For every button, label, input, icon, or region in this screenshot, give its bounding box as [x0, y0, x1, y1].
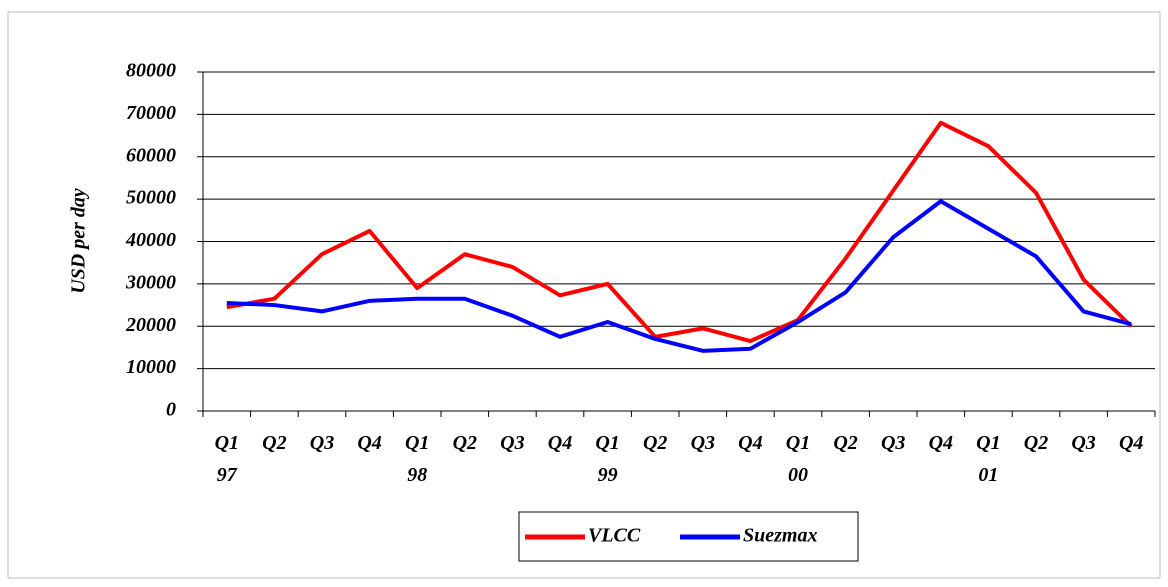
legend-label: VLCC [588, 525, 641, 547]
x-tick-label: Q3 [310, 432, 334, 454]
x-tick-label: Q4 [929, 432, 953, 454]
x-tick-label: Q4 [548, 432, 572, 454]
x-tick-label: Q2 [262, 432, 286, 454]
y-axis-label: USD per day [68, 188, 90, 294]
y-tick-label: 30000 [125, 271, 176, 293]
y-tick-label: 60000 [126, 144, 176, 166]
x-tick-label: Q1 99 [595, 432, 619, 486]
y-tick-label: 10000 [126, 356, 176, 378]
y-tick-label: 50000 [126, 187, 176, 209]
x-tick-label: Q3 [1071, 432, 1095, 454]
x-tick-label: Q3 [881, 432, 905, 454]
x-tick-label: Q2 [643, 432, 667, 454]
x-tick-label: Q1 00 [786, 432, 810, 486]
x-tick-label: Q4 [738, 432, 762, 454]
y-tick-label: 40000 [125, 229, 176, 251]
x-tick-label: Q1 97 [215, 432, 239, 486]
y-tick-label: 20000 [125, 314, 176, 336]
x-tick-label: Q2 [833, 432, 857, 454]
x-tick-label: Q3 [500, 432, 524, 454]
y-tick-label: 80000 [126, 60, 176, 82]
y-tick-label: 0 [166, 399, 176, 421]
y-tick-label: 70000 [126, 102, 176, 124]
series-line [226, 199, 1132, 353]
x-tick-label: Q1 98 [405, 432, 429, 486]
legend-label: Suezmax [743, 525, 817, 547]
x-tick-label: Q4 [357, 432, 381, 454]
x-tick-label: Q3 [691, 432, 715, 454]
chart-frame [7, 11, 1161, 579]
x-tick-label: Q1 01 [976, 432, 1000, 486]
series-line [226, 120, 1133, 344]
x-tick-label: Q2 [1024, 432, 1048, 454]
x-tick-label: Q4 [1119, 432, 1143, 454]
x-tick-label: Q2 [453, 432, 477, 454]
